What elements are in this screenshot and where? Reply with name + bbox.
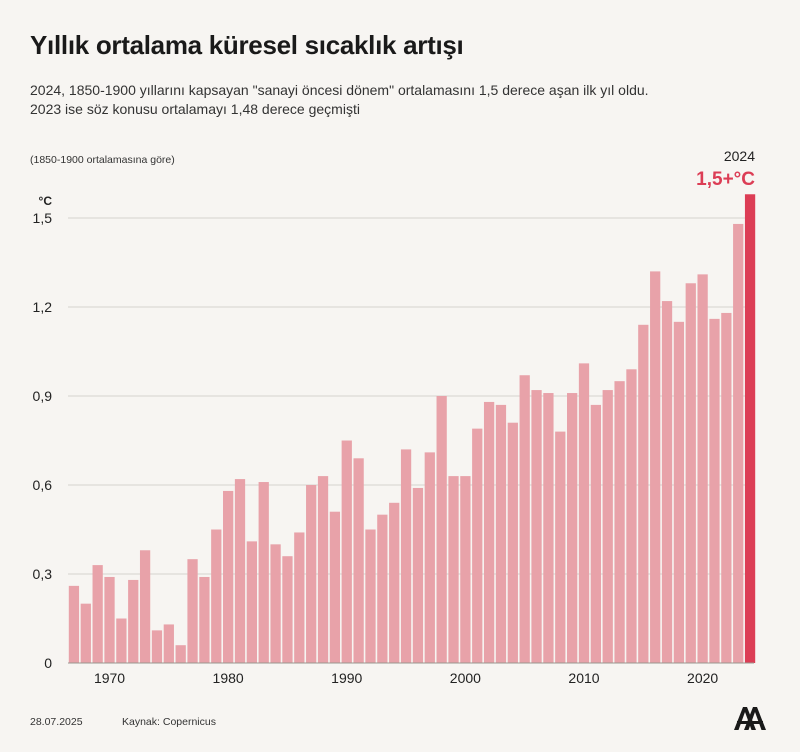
publish-date: 28.07.2025 bbox=[30, 716, 83, 728]
x-tick-label: 2010 bbox=[568, 670, 599, 686]
highlight-value-label: 1,5+°C bbox=[696, 169, 755, 190]
bar bbox=[685, 283, 696, 663]
bar bbox=[317, 476, 329, 663]
bar bbox=[128, 579, 139, 663]
bar bbox=[389, 502, 400, 663]
x-tick-label: 2020 bbox=[687, 670, 718, 686]
bar bbox=[270, 544, 281, 663]
bar bbox=[199, 576, 210, 663]
x-tick-label: 1990 bbox=[331, 670, 362, 686]
bar bbox=[234, 479, 246, 663]
bar bbox=[567, 393, 578, 663]
baseline-note: (1850-1900 ortalamasına göre) bbox=[30, 154, 175, 166]
source-credit: Kaynak: Copernicus bbox=[122, 716, 216, 728]
bar bbox=[495, 404, 507, 663]
bar bbox=[187, 559, 198, 663]
bar bbox=[555, 431, 566, 663]
bar bbox=[175, 645, 186, 663]
bar bbox=[258, 482, 269, 663]
x-tick-label: 1980 bbox=[213, 670, 244, 686]
bar bbox=[543, 393, 554, 663]
y-tick-label: 0,6 bbox=[33, 477, 53, 493]
bar bbox=[92, 565, 103, 663]
bar bbox=[223, 490, 234, 663]
x-tick-label: 1970 bbox=[94, 670, 125, 686]
bar bbox=[306, 485, 317, 663]
bar bbox=[211, 529, 222, 663]
bar bbox=[602, 390, 613, 663]
bar bbox=[472, 428, 483, 663]
bar bbox=[163, 624, 174, 663]
bar bbox=[578, 363, 590, 663]
bar bbox=[448, 476, 459, 663]
y-tick-label: 0 bbox=[44, 655, 52, 671]
bar bbox=[436, 396, 447, 663]
bar bbox=[626, 369, 637, 663]
bar bbox=[68, 585, 80, 663]
bar bbox=[246, 541, 257, 663]
bar bbox=[377, 514, 388, 663]
bar bbox=[104, 576, 115, 663]
bar bbox=[294, 532, 305, 663]
bar bbox=[116, 618, 127, 663]
y-tick-label: 0,3 bbox=[33, 566, 53, 582]
bar bbox=[661, 301, 673, 663]
bar bbox=[424, 452, 435, 663]
y-tick-label: 1,5 bbox=[33, 210, 53, 226]
bar bbox=[638, 324, 649, 663]
bar-highlight bbox=[744, 194, 756, 663]
bar bbox=[697, 274, 708, 663]
bar bbox=[733, 223, 744, 663]
chart-subtitle-line-2: 2023 ise söz konusu ortalamayı 1,48 dere… bbox=[30, 101, 360, 117]
chart-subtitle-line-1: 2024, 1850-1900 yıllarını kapsayan "sana… bbox=[30, 82, 649, 98]
chart-title: Yıllık ortalama küresel sıcaklık artışı bbox=[30, 30, 464, 60]
bar bbox=[460, 476, 471, 663]
bar bbox=[329, 511, 341, 663]
bar bbox=[400, 449, 412, 663]
bar bbox=[507, 422, 518, 663]
y-tick-label: 0,9 bbox=[33, 388, 53, 404]
bar bbox=[531, 390, 542, 663]
bar bbox=[365, 529, 376, 663]
bar bbox=[282, 556, 293, 663]
aa-logo-icon bbox=[734, 707, 766, 730]
y-tick-label: 1,2 bbox=[33, 299, 53, 315]
x-tick-label: 2000 bbox=[450, 670, 481, 686]
y-axis-unit: °C bbox=[39, 194, 53, 208]
bar bbox=[614, 381, 625, 663]
bar bbox=[353, 458, 364, 663]
bar bbox=[80, 603, 91, 663]
bar bbox=[139, 550, 151, 663]
bar bbox=[151, 630, 163, 663]
bar bbox=[650, 271, 661, 663]
highlight-year-label: 2024 bbox=[724, 148, 755, 164]
bar bbox=[709, 318, 720, 663]
bar bbox=[673, 321, 685, 663]
bar bbox=[483, 401, 495, 663]
bar bbox=[412, 487, 424, 663]
bar bbox=[519, 375, 530, 663]
bar bbox=[341, 440, 352, 663]
bar bbox=[590, 404, 601, 663]
bar bbox=[721, 312, 732, 663]
